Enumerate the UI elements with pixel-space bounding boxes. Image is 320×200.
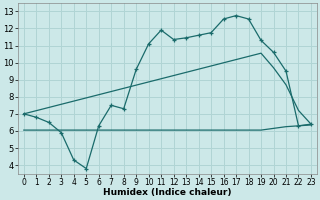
X-axis label: Humidex (Indice chaleur): Humidex (Indice chaleur) [103,188,232,197]
